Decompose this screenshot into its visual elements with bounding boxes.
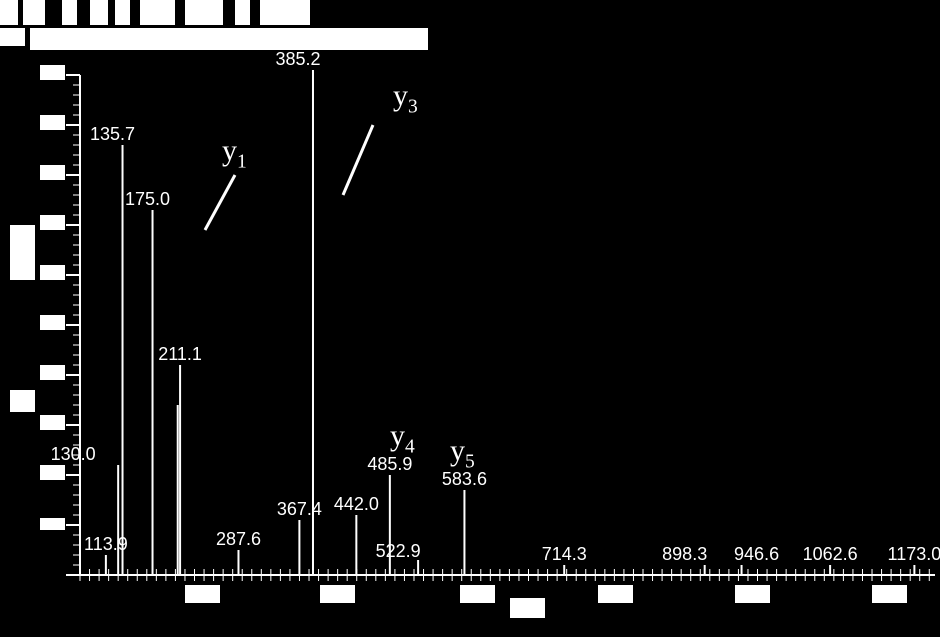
- redacted-block: [40, 415, 65, 430]
- redacted-block: [0, 0, 18, 25]
- peak-label: 367.4: [277, 499, 322, 519]
- chart-background: [0, 0, 940, 637]
- peak-label: 442.0: [334, 494, 379, 514]
- redacted-block: [598, 585, 633, 603]
- peak-label: 898.3: [662, 544, 707, 564]
- peak-label: 1173.0: [888, 544, 940, 564]
- redacted-block: [320, 585, 355, 603]
- peak-label: 714.3: [542, 544, 587, 564]
- redacted-block: [10, 390, 35, 412]
- redacted-block: [40, 265, 65, 280]
- peak-label: 135.7: [90, 124, 135, 144]
- redacted-block: [0, 28, 25, 46]
- redacted-block: [40, 115, 65, 130]
- redacted-block: [40, 518, 65, 530]
- peak-label: 175.0: [125, 189, 170, 209]
- redacted-block: [23, 0, 45, 25]
- redacted-block: [40, 465, 65, 480]
- redacted-block: [260, 0, 310, 25]
- mass-spectrum-chart: 113.9 130.0 135.7 175.0 211.1 287.6 367.4 385.2…: [0, 0, 940, 637]
- redacted-block: [235, 0, 250, 25]
- peak-label: 1062.6: [803, 544, 858, 564]
- redacted-block: [735, 585, 770, 603]
- peak-label: 287.6: [216, 529, 261, 549]
- redacted-block: [30, 28, 428, 50]
- redacted-block: [40, 365, 65, 380]
- redacted-block: [40, 165, 65, 180]
- redacted-block: [140, 0, 175, 25]
- peak-label: 130.0: [51, 444, 96, 464]
- redacted-block: [872, 585, 907, 603]
- redacted-block: [62, 0, 77, 25]
- redacted-block: [460, 585, 495, 603]
- redacted-block: [185, 585, 220, 603]
- redacted-block: [185, 0, 223, 25]
- redacted-block: [10, 225, 35, 280]
- redacted-block: [90, 0, 108, 25]
- peak-label: 522.9: [376, 541, 421, 561]
- redacted-block: [40, 65, 65, 80]
- peak-label: 385.2: [275, 49, 320, 69]
- peak-label: 946.6: [734, 544, 779, 564]
- redacted-block: [40, 215, 65, 230]
- redacted-block: [40, 315, 65, 330]
- redacted-block: [115, 0, 130, 25]
- redacted-block: [510, 598, 545, 618]
- peak-label: 211.1: [158, 344, 202, 364]
- peak-label: 113.9: [84, 534, 128, 554]
